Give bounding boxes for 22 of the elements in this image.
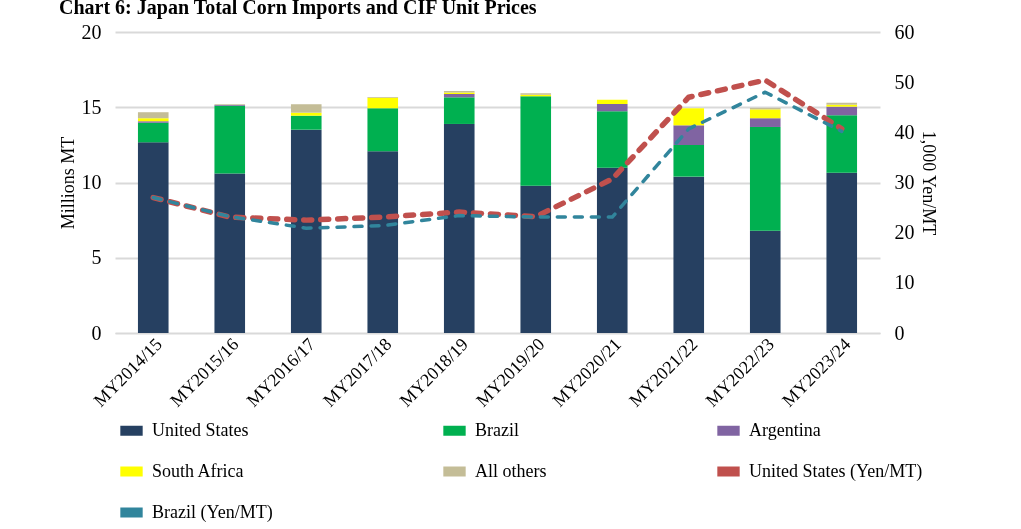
y-tick-label: 0 bbox=[91, 321, 102, 344]
y-tick-label: 15 bbox=[81, 95, 102, 118]
chart-title: Chart 6: Japan Total Corn Imports and CIF Unit Prices bbox=[59, 0, 537, 19]
y2-axis-title: 1,000 Yen/MT bbox=[918, 130, 939, 236]
y-tick-label: 10 bbox=[81, 171, 102, 193]
y2-tick-label: 30 bbox=[894, 171, 915, 193]
legend-label: United States bbox=[152, 419, 249, 440]
y2-tick-label: 50 bbox=[894, 70, 915, 93]
y2-tick-label: 40 bbox=[894, 120, 915, 143]
y2-tick-label: 20 bbox=[894, 221, 915, 244]
y2-tick-label: 60 bbox=[894, 20, 915, 43]
legend-label: All others bbox=[475, 460, 547, 481]
y2-tick-label: 10 bbox=[894, 271, 915, 294]
legend-label: Argentina bbox=[749, 419, 821, 440]
legend-label: United States (Yen/MT) bbox=[749, 460, 923, 482]
y-tick-label: 20 bbox=[81, 20, 102, 43]
y2-tick-label: 0 bbox=[894, 321, 905, 344]
legend-label: South Africa bbox=[152, 460, 244, 481]
y-axis-title: Millions MT bbox=[57, 136, 78, 230]
y-tick-label: 5 bbox=[91, 246, 102, 269]
legend-label: Brazil (Yen/MT) bbox=[152, 501, 273, 523]
legend-label: Brazil bbox=[475, 419, 519, 440]
